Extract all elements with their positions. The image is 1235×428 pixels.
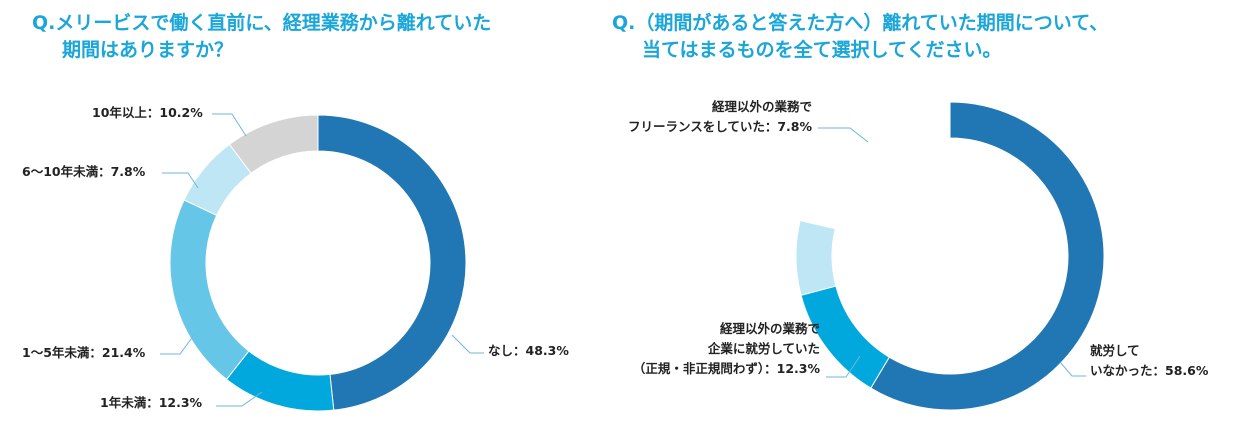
question-1-line2: 期間はありますか？ bbox=[62, 39, 234, 61]
donut-chart-1: なし：48.3% 1年未満：12.3% 1～5年未満：21.4% 6～10年未満：7.… bbox=[22, 105, 569, 412]
donut1-label-3-line-0: 6～10年未満：7.8% bbox=[22, 164, 146, 179]
donut2-label-2-line-0: 経理以外の業務で bbox=[712, 99, 812, 114]
donut1-slice-4 bbox=[228, 114, 319, 174]
donut2-label-2-line-1: フリーランスをしていた：7.8% bbox=[628, 119, 813, 134]
donut1-slice-2 bbox=[169, 199, 250, 381]
question-2-line2: 当てはまるものを全て選択してください。 bbox=[642, 39, 1002, 61]
donut1-label-0-line-0: なし：48.3% bbox=[488, 343, 569, 358]
question-1-title: Q.メリービスで働く直前に、経理業務から離れていた 期間はありますか？ bbox=[32, 10, 592, 64]
donut-chart-2: 就労していなかった：58.6%経理以外の業務で企業に就労していた（正規・非正規問… bbox=[628, 99, 1209, 411]
donut2-label-0-line-1: いなかった：58.6% bbox=[1090, 363, 1209, 378]
question-2-title: Q.（期間があると答えた方へ）離れていた期間について、 当てはまるものを全て選択… bbox=[612, 10, 1232, 64]
donut1-leader-1 bbox=[216, 391, 263, 407]
donut1-label-2-line-0: 1～5年未満：21.4% bbox=[22, 345, 146, 360]
question-1-line1: Q.メリービスで働く直前に、経理業務から離れていた bbox=[32, 12, 492, 34]
donut2-leader-2 bbox=[818, 127, 869, 143]
donut1-leader-0 bbox=[451, 334, 484, 354]
donut2-leader-1 bbox=[826, 355, 861, 378]
question-2-line1: Q.（期間があると答えた方へ）離れていた期間について、 bbox=[612, 12, 1109, 34]
donut1-leader-2 bbox=[160, 334, 195, 355]
donut1-leader-3 bbox=[162, 172, 199, 189]
donut1-slice-0 bbox=[317, 114, 467, 411]
donut1-slice-1 bbox=[225, 350, 335, 412]
donut2-leader-0 bbox=[1059, 361, 1086, 377]
donut1-leader-4 bbox=[212, 113, 247, 137]
donut1-label-1-line-0: 1年未満：12.3% bbox=[100, 395, 203, 410]
donut2-label-1-line-1: 企業に就労していた bbox=[707, 341, 820, 356]
donut1-label-4-line-0: 10年以上：10.2% bbox=[92, 105, 203, 120]
donut2-label-1-line-0: 経理以外の業務で bbox=[720, 321, 820, 336]
donut2-slice-2 bbox=[795, 219, 837, 296]
donut2-label-1-line-2: （正規・非正規問わず）：12.3% bbox=[633, 361, 821, 376]
donut2-slice-0 bbox=[870, 101, 1105, 411]
donut2-label-0-line-0: 就労して bbox=[1090, 343, 1140, 358]
